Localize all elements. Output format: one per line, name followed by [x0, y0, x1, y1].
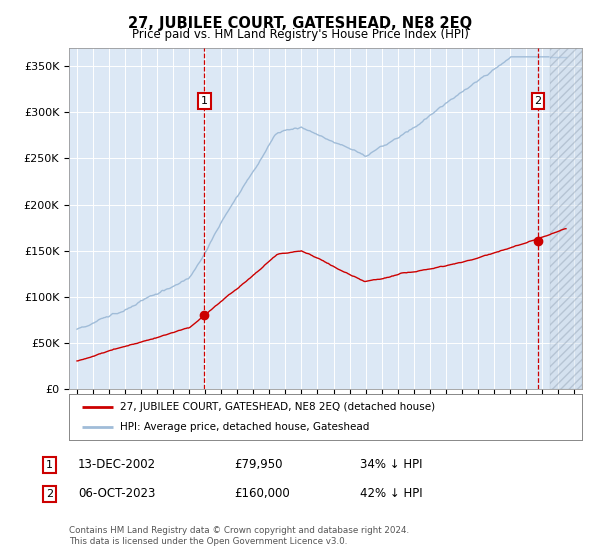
Bar — [550, 48, 582, 389]
Text: Contains HM Land Registry data © Crown copyright and database right 2024.
This d: Contains HM Land Registry data © Crown c… — [69, 526, 409, 546]
Text: 2: 2 — [46, 489, 53, 499]
Text: HPI: Average price, detached house, Gateshead: HPI: Average price, detached house, Gate… — [121, 422, 370, 432]
Text: 1: 1 — [201, 96, 208, 106]
Text: £79,950: £79,950 — [234, 458, 283, 472]
Text: 27, JUBILEE COURT, GATESHEAD, NE8 2EQ: 27, JUBILEE COURT, GATESHEAD, NE8 2EQ — [128, 16, 472, 31]
Text: £160,000: £160,000 — [234, 487, 290, 501]
Text: 13-DEC-2002: 13-DEC-2002 — [78, 458, 156, 472]
Text: 2: 2 — [535, 96, 542, 106]
Text: Price paid vs. HM Land Registry's House Price Index (HPI): Price paid vs. HM Land Registry's House … — [131, 28, 469, 41]
Text: 06-OCT-2023: 06-OCT-2023 — [78, 487, 155, 501]
Text: 27, JUBILEE COURT, GATESHEAD, NE8 2EQ (detached house): 27, JUBILEE COURT, GATESHEAD, NE8 2EQ (d… — [121, 402, 436, 412]
Text: 42% ↓ HPI: 42% ↓ HPI — [360, 487, 422, 501]
Text: 34% ↓ HPI: 34% ↓ HPI — [360, 458, 422, 472]
Text: 1: 1 — [46, 460, 53, 470]
